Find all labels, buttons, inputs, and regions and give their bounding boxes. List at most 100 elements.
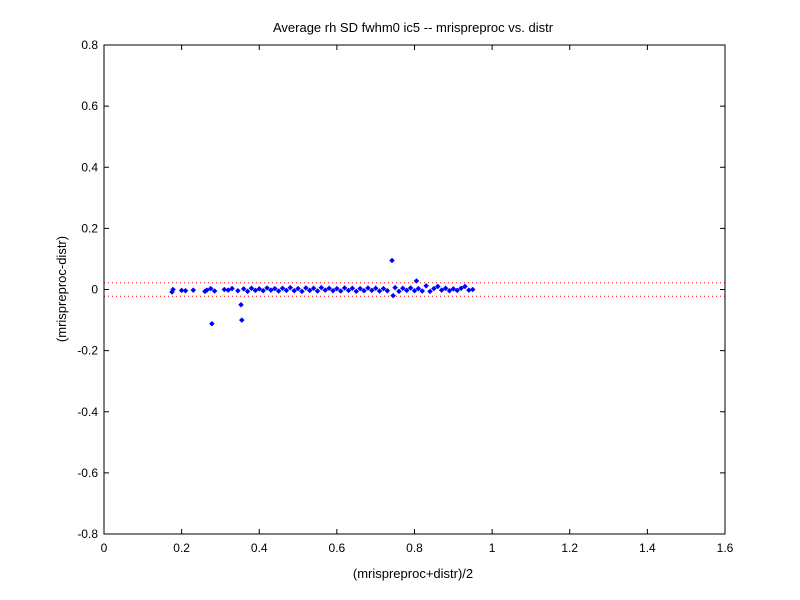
y-tick-label: 0.2 — [81, 221, 98, 235]
data-point — [283, 287, 290, 294]
data-point — [337, 288, 344, 294]
data-point — [238, 301, 244, 308]
data-point — [178, 287, 185, 294]
data-point — [415, 285, 422, 292]
data-point — [310, 285, 317, 292]
data-point — [240, 286, 247, 292]
x-tick-label: 0.2 — [173, 541, 190, 555]
data-point — [458, 285, 464, 292]
data-point — [407, 285, 414, 291]
data-point — [318, 284, 325, 291]
data-point — [345, 287, 352, 294]
x-tick-label: 1.2 — [561, 541, 578, 555]
data-point — [450, 286, 457, 292]
x-tick-label: 1 — [489, 541, 496, 555]
data-point — [376, 288, 383, 294]
data-point — [396, 288, 402, 295]
y-tick-label: 0 — [91, 283, 98, 297]
data-point — [326, 285, 332, 292]
data-point — [302, 285, 309, 291]
x-tick-label: 0 — [101, 541, 108, 555]
data-point — [229, 285, 235, 292]
data-point — [462, 283, 468, 290]
data-point — [419, 288, 426, 294]
data-point — [392, 284, 398, 291]
data-point — [411, 287, 418, 294]
data-point — [365, 285, 371, 291]
axis-ticks: 0 0.2 0.4 0.6 0.8 1 1.2 1.4 1.6 -0.8 -0.6 -0.4 -0.2 0… — [77, 38, 733, 555]
data-point — [268, 287, 274, 293]
plot-frame — [103, 44, 726, 535]
data-point — [454, 287, 461, 294]
data-point — [170, 286, 176, 293]
data-point — [361, 287, 367, 294]
data-point — [271, 285, 278, 292]
data-point — [438, 287, 445, 293]
y-tick-label: 0.6 — [81, 99, 98, 113]
data-point — [299, 288, 305, 295]
data-point — [221, 286, 228, 293]
data-point — [446, 287, 453, 294]
data-point — [279, 285, 286, 292]
data-point — [423, 282, 429, 289]
data-point — [357, 285, 364, 292]
data-point — [334, 285, 340, 292]
data-points — [169, 257, 476, 327]
data-point — [442, 285, 449, 292]
data-point — [248, 285, 255, 292]
data-point — [252, 287, 259, 294]
data-point — [291, 287, 298, 294]
x-axis-label: (mrispreproc+distr)/2 — [353, 566, 473, 581]
data-point — [256, 286, 263, 292]
data-point — [469, 286, 476, 293]
y-tick-label: -0.8 — [77, 527, 98, 541]
x-tick-label: 1.6 — [717, 541, 734, 555]
data-point — [235, 287, 241, 294]
data-point — [314, 288, 321, 294]
y-tick-label: 0.8 — [81, 38, 98, 52]
data-point — [427, 288, 433, 295]
data-point — [353, 288, 360, 295]
data-point — [238, 317, 245, 323]
data-point — [244, 288, 251, 295]
y-tick-label: 0.4 — [81, 160, 98, 174]
x-tick-label: 0.8 — [406, 541, 423, 555]
data-point — [211, 288, 218, 294]
x-tick-label: 0.6 — [329, 541, 346, 555]
data-point — [389, 257, 395, 264]
data-point — [349, 285, 356, 292]
data-point — [372, 285, 379, 292]
data-point — [403, 287, 410, 294]
data-point — [341, 285, 348, 291]
data-point — [275, 288, 282, 294]
data-point — [330, 287, 336, 294]
data-point — [322, 287, 329, 293]
data-point — [434, 283, 441, 290]
data-point — [413, 278, 420, 284]
data-point — [209, 320, 215, 327]
x-tick-label: 1.4 — [639, 541, 656, 555]
data-point — [390, 292, 397, 299]
y-axis-label: (mrispreproc-distr) — [54, 236, 69, 342]
x-tick-label: 0.4 — [251, 541, 268, 555]
data-point — [400, 285, 406, 292]
y-tick-label: -0.2 — [77, 344, 98, 358]
data-point — [384, 287, 391, 294]
data-point — [182, 287, 189, 294]
data-point — [203, 287, 210, 293]
data-point — [380, 285, 387, 292]
data-point — [287, 284, 294, 291]
data-point — [264, 285, 270, 291]
y-tick-label: -0.6 — [77, 466, 98, 480]
data-point — [225, 287, 232, 293]
y-tick-label: -0.4 — [77, 405, 98, 419]
data-point — [368, 287, 375, 294]
data-point — [431, 285, 437, 292]
data-point — [207, 285, 214, 292]
data-point — [260, 287, 266, 294]
data-point — [306, 287, 313, 294]
data-point — [190, 287, 197, 293]
data-point — [295, 285, 301, 292]
